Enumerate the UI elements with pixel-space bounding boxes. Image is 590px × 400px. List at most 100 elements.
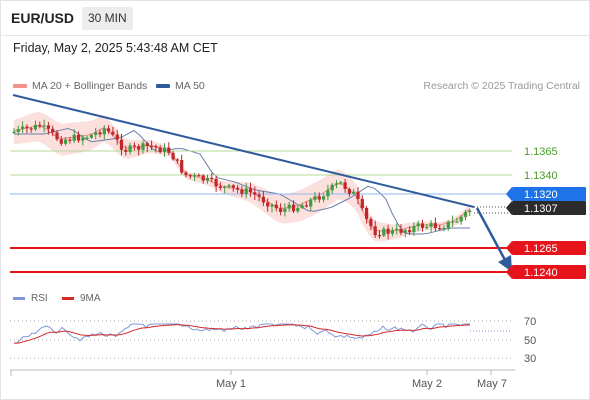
candle-body	[291, 204, 296, 212]
candle-body	[231, 185, 235, 188]
candle-body	[412, 226, 416, 233]
candle-body	[111, 131, 115, 135]
candle-body	[442, 228, 446, 230]
legend-ma9: 9MA	[62, 293, 101, 304]
candle-body	[98, 132, 102, 135]
candle-body	[214, 178, 218, 187]
ma50-swatch	[156, 84, 170, 88]
candle-body	[347, 189, 351, 194]
badge-s1	[512, 241, 586, 255]
candle-body	[55, 132, 59, 140]
candle-body	[459, 216, 463, 222]
badge-last-pointer	[506, 201, 512, 215]
candle-body	[317, 196, 321, 200]
candle-body	[197, 175, 201, 177]
x-tick-may7: May 7	[477, 378, 507, 390]
candle-body	[12, 131, 16, 134]
candle-body	[201, 175, 205, 181]
candle-body	[180, 160, 184, 173]
badge-pivot-pointer	[506, 187, 512, 201]
candle-body	[171, 152, 175, 160]
candle-body	[184, 172, 188, 176]
candle-body	[352, 191, 356, 194]
candle-body	[85, 137, 89, 139]
legend-ma50: MA 50	[156, 80, 205, 92]
rsi-tick-50: 50	[524, 335, 536, 347]
candle-body	[330, 184, 334, 191]
timeframe-button[interactable]: 30 MIN	[82, 7, 133, 30]
candle-body	[451, 221, 455, 223]
badge-last	[512, 201, 586, 215]
candle-body	[72, 134, 76, 141]
candle-body	[244, 188, 248, 194]
candle-body	[102, 128, 106, 135]
candle-body	[287, 204, 291, 209]
candle-body	[145, 143, 149, 146]
candle-body	[218, 186, 222, 188]
candlestick-series	[12, 119, 472, 240]
candle-body	[51, 128, 55, 133]
ma20-label: MA 20 + Bollinger Bands	[32, 80, 148, 92]
candle-body	[365, 208, 369, 219]
label-s1: 1.1265	[524, 243, 558, 255]
candle-body	[420, 223, 425, 228]
candle-body	[25, 126, 29, 129]
candle-body	[248, 188, 253, 193]
candle-body	[128, 145, 132, 152]
candle-body	[433, 223, 437, 228]
badge-pivot	[512, 187, 586, 201]
bollinger-band	[14, 111, 470, 242]
rsi-tick-30: 30	[524, 353, 536, 365]
candle-body	[253, 192, 257, 195]
candle-body	[326, 190, 330, 197]
rsi-label: RSI	[31, 293, 48, 304]
candle-body	[167, 147, 171, 153]
candle-body	[399, 228, 403, 233]
projection-arrow-head	[498, 255, 512, 272]
candle-body	[283, 208, 287, 212]
candle-body	[29, 128, 33, 130]
candle-body	[425, 226, 429, 229]
candle-body	[438, 228, 442, 230]
candle-body	[468, 210, 472, 213]
candle-body	[115, 134, 119, 140]
label-r2: 1.1365	[524, 146, 558, 158]
ma9-swatch	[62, 297, 74, 300]
candle-body	[455, 221, 459, 223]
candle-body	[373, 226, 377, 236]
candle-body	[162, 147, 167, 153]
projection-arrow-line	[475, 207, 507, 261]
candle-body	[395, 228, 399, 231]
candle-body	[360, 198, 364, 208]
candle-body	[446, 221, 450, 228]
candle-body	[240, 189, 244, 194]
candle-body	[150, 146, 154, 148]
label-r1: 1.1340	[524, 170, 558, 182]
candle-body	[119, 139, 124, 150]
badge-s2	[512, 265, 586, 279]
candle-body	[279, 208, 283, 212]
candle-body	[68, 139, 72, 141]
candle-body	[193, 175, 197, 177]
candle-body	[261, 196, 265, 203]
rsi-swatch	[13, 297, 25, 300]
label-s2: 1.1240	[524, 267, 558, 279]
candle-body	[386, 228, 390, 234]
candle-body	[64, 139, 68, 144]
candle-body	[38, 124, 42, 127]
candle-body	[270, 204, 274, 207]
label-last: 1.1307	[524, 203, 558, 215]
candle-body	[205, 177, 210, 181]
candle-body	[124, 149, 128, 152]
candle-body	[322, 196, 326, 200]
candle-body	[16, 129, 20, 132]
candle-body	[21, 126, 25, 129]
ma20-swatch	[13, 84, 27, 88]
chart-header: EUR/USD 30 MIN	[0, 0, 590, 36]
symbol-label[interactable]: EUR/USD	[11, 10, 75, 26]
legend-ma20: MA 20 + Bollinger Bands	[13, 80, 147, 92]
candle-body	[304, 205, 308, 207]
trend-line	[12, 94, 475, 208]
candle-body	[42, 125, 46, 127]
